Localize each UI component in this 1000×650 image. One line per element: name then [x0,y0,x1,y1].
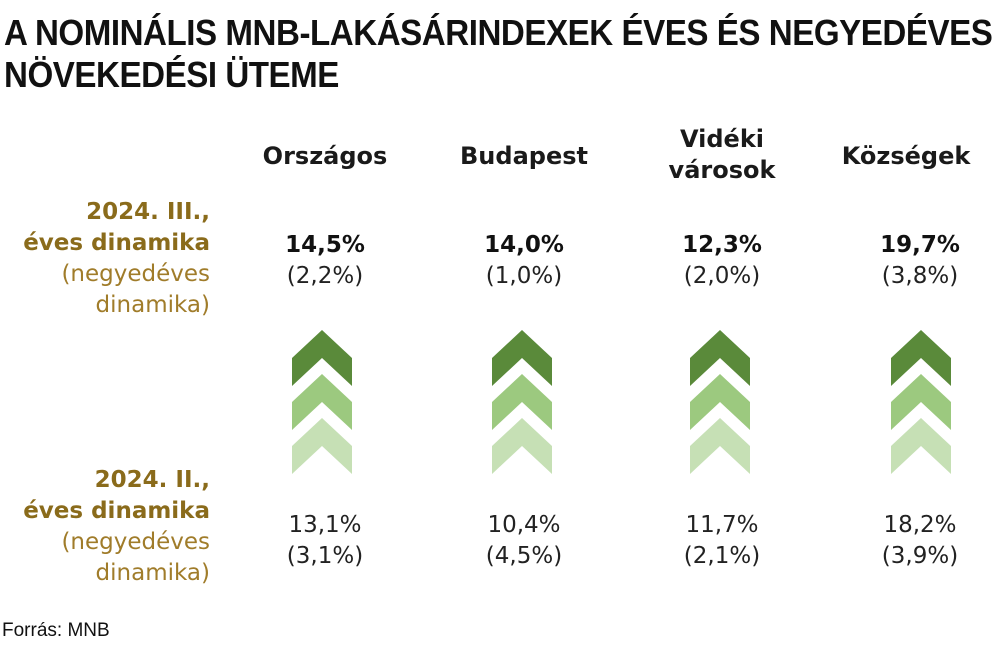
row-label-quarterly: (negyedéves [61,529,210,555]
row-label-q2: 2024. II., éves dinamika (negyedéves din… [0,465,210,589]
row-label-quarterly: (negyedéves [61,261,210,287]
source-note: Forrás: MNB [2,620,110,641]
annual-value: 12,3% [682,232,762,258]
quarterly-value: (1,0%) [485,263,563,289]
row-label-quarterly: dinamika) [95,560,210,586]
column-header-budapest: Budapest [424,141,624,172]
quarterly-value: (2,1%) [683,543,761,569]
up-chevron-stack-icon [891,330,951,475]
annual-value: 10,4% [487,512,561,538]
quarterly-value: (3,9%) [881,543,959,569]
up-chevron-stack-icon [492,330,552,475]
quarterly-value: (4,5%) [485,543,563,569]
annual-value: 18,2% [883,512,957,538]
value-q3-orszagos: 14,5% (2,2%) [225,230,425,292]
value-q2-orszagos: 13,1% (3,1%) [225,510,425,572]
value-q2-videki-varosok: 11,7% (2,1%) [622,510,822,572]
column-header-label: Vidéki [679,125,765,153]
row-label-period: 2024. II., [94,467,210,493]
value-q3-budapest: 14,0% (1,0%) [424,230,624,292]
column-header-label: Budapest [460,142,588,170]
quarterly-value: (3,8%) [881,263,959,289]
up-chevron-stack-icon [292,330,352,475]
annual-value: 13,1% [288,512,362,538]
column-header-label: városok [668,156,776,184]
value-q2-kozsegek: 18,2% (3,9%) [820,510,1000,572]
annual-value: 11,7% [685,512,759,538]
row-label-annual: éves dinamika [23,230,210,256]
value-q3-kozsegek: 19,7% (3,8%) [820,230,1000,292]
column-header-videki-varosok: Vidéki városok [622,124,822,186]
up-chevron-stack-icon [690,330,750,475]
annual-value: 14,5% [285,232,365,258]
row-label-quarterly: dinamika) [95,292,210,318]
column-header-label: Községek [841,142,971,170]
column-header-orszagos: Országos [225,141,425,172]
column-header-label: Országos [262,142,388,170]
annual-value: 19,7% [880,232,960,258]
row-label-period: 2024. III., [86,199,210,225]
title-line-2: NÖVEKEDÉSI ÜTEME [4,54,339,95]
row-label-annual: éves dinamika [23,498,210,524]
quarterly-value: (3,1%) [286,543,364,569]
value-q3-videki-varosok: 12,3% (2,0%) [622,230,822,292]
quarterly-value: (2,2%) [286,263,364,289]
title-line-1: A NOMINÁLIS MNB-LAKÁSÁRINDEXEK ÉVES ÉS N… [4,12,993,53]
column-header-kozsegek: Községek [806,141,1000,172]
quarterly-value: (2,0%) [683,263,761,289]
page-title: A NOMINÁLIS MNB-LAKÁSÁRINDEXEK ÉVES ÉS N… [4,12,993,96]
annual-value: 14,0% [484,232,564,258]
row-label-q3: 2024. III., éves dinamika (negyedéves di… [0,197,210,321]
value-q2-budapest: 10,4% (4,5%) [424,510,624,572]
